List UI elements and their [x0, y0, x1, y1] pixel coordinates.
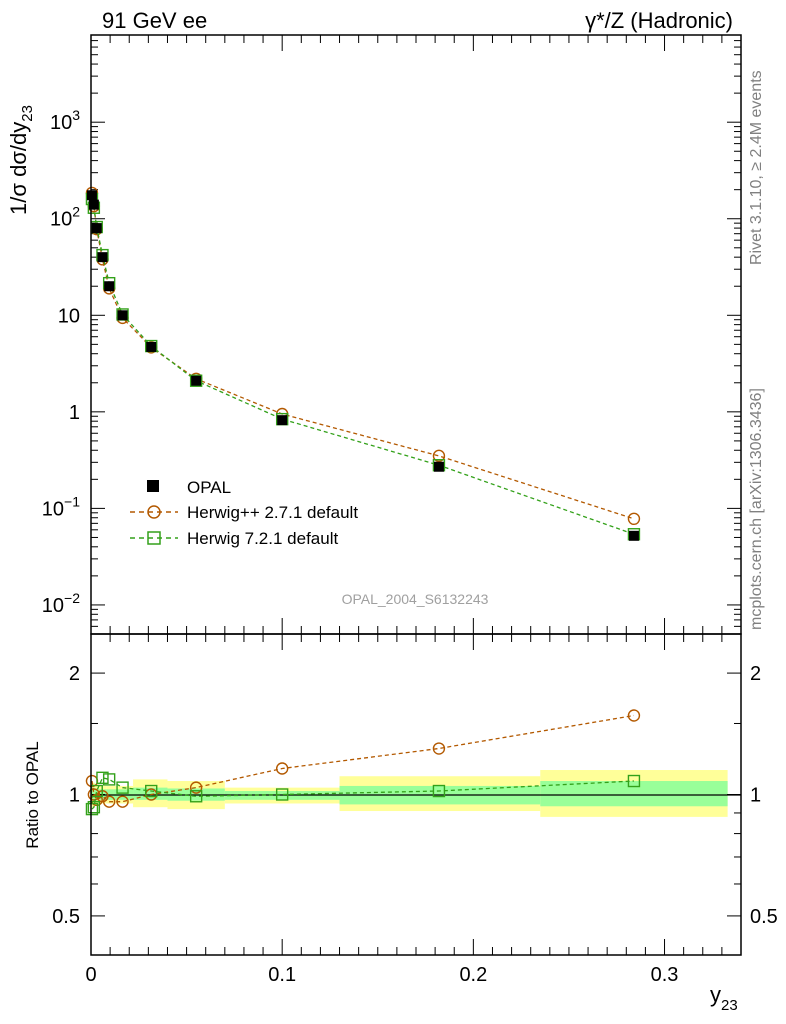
main-herwigpp-point — [432, 449, 446, 463]
ratio-band-stat — [133, 787, 168, 800]
main-y-tick-base: 1 — [69, 402, 80, 424]
main-herwig7-line — [91, 198, 635, 535]
main-y-tick-label: 1 — [69, 402, 80, 424]
x-tick-label: 0 — [85, 964, 96, 986]
main-y-tick-exponent: 3 — [72, 107, 80, 123]
ratio-herwig7-point — [275, 788, 289, 801]
ratio-herwig7-point — [145, 784, 158, 798]
main-y-tick-exponent: 2 — [72, 204, 80, 220]
x-ticks: 0 0.1 0.2 0.3 — [85, 35, 742, 986]
main-y-tick-exponent: −1 — [64, 493, 80, 509]
main-y-tick-label: 103 — [50, 107, 80, 134]
main-y-tick-base: 10 — [50, 112, 72, 134]
main-series — [85, 186, 641, 541]
ratio-herwig7-point — [96, 771, 109, 785]
ratio-herwig7-point — [85, 802, 99, 816]
rivet-label: Rivet 3.1.10, ≥ 2.4M events — [748, 70, 765, 265]
analysis-label: OPAL_2004_S6132243 — [342, 591, 489, 607]
x-axis-label-subscript: 23 — [721, 997, 738, 1014]
ratio-herwig7-point — [189, 790, 203, 803]
main-opal-point — [104, 281, 115, 292]
ratio-y-ticks: 0.5 0.5 1 1 2 2 — [52, 633, 778, 956]
legend-herwigpp-label: Herwig++ 2.7.1 default — [187, 503, 358, 522]
ratio-herwig7-point — [627, 774, 641, 788]
ratio-band-stat — [540, 781, 728, 807]
ratio-y-tick-label-right: 1 — [750, 785, 761, 807]
main-opal-point — [117, 310, 128, 321]
ratio-herwigpp-point — [189, 781, 203, 794]
legend-herwig7-label: Herwig 7.2.1 default — [187, 529, 338, 548]
main-opal-point — [277, 415, 288, 426]
ratio-herwig7-point — [87, 801, 101, 814]
main-y-tick-label: 102 — [50, 204, 80, 231]
ratio-y-tick-label: 1 — [69, 785, 80, 807]
ratio-y-tick-label: 2 — [69, 663, 80, 685]
beam-title: 91 GeV ee — [102, 8, 207, 33]
ratio-herwigpp-point — [102, 795, 116, 808]
legend-opal-marker — [147, 480, 159, 492]
x-tick-label: 0.3 — [651, 964, 679, 986]
main-y-tick-label: 10−2 — [42, 590, 80, 617]
main-y-tick-base: 10 — [42, 595, 64, 617]
main-opal-point — [191, 375, 202, 386]
main-opal-point — [628, 530, 639, 541]
main-opal-point — [433, 461, 444, 472]
ratio-series — [85, 709, 641, 816]
legend-herwigpp-marker — [147, 505, 161, 519]
ratio-herwig7-point — [116, 781, 129, 794]
main-opal-point — [146, 341, 157, 352]
ratio-herwigpp-point — [432, 742, 446, 755]
ratio-y-tick-label-right: 0.5 — [750, 906, 778, 928]
main-opal-point — [86, 190, 97, 201]
ratio-herwig7-point — [102, 773, 116, 786]
mcplots-label: mcplots.cern.ch [arXiv:1306.3436] — [748, 388, 765, 630]
main-y-tick-label: 10 — [58, 305, 80, 327]
ratio-herwigpp-point — [275, 762, 289, 775]
x-tick-label: 0.2 — [459, 964, 487, 986]
ratio-y-tick-label-right: 2 — [750, 663, 761, 685]
legend-herwig7-marker — [147, 531, 161, 545]
main-opal-point — [88, 199, 99, 210]
x-axis-label: y23 — [710, 982, 738, 1014]
ratio-herwig7-line — [91, 777, 634, 810]
main-y-axis-label-text: 1/σ dσ/dy — [6, 122, 31, 215]
main-y-tick-label: 10−1 — [42, 493, 80, 520]
ratio-herwig7-point — [432, 784, 446, 798]
ratio-y-tick-label: 0.5 — [52, 906, 80, 928]
main-herwigpp-line — [91, 192, 635, 520]
ratio-herwigpp-point — [116, 795, 129, 808]
main-y-tick-exponent: −2 — [64, 590, 80, 606]
ratio-uncertainty-bands — [91, 770, 728, 817]
ratio-y-axis-label: Ratio to OPAL — [23, 741, 42, 848]
ratio-herwigpp-point — [627, 709, 641, 722]
main-y-axis-label: 1/σ dσ/dy23 — [6, 105, 36, 215]
x-tick-label: 0.1 — [268, 964, 296, 986]
x-axis-label-text: y — [710, 982, 721, 1007]
main-y-tick-base: 10 — [50, 209, 72, 231]
main-y-tick-base: 10 — [42, 498, 64, 520]
legend: OPAL Herwig++ 2.7.1 default Herwig 7.2.1… — [130, 478, 358, 548]
process-title: γ*/Z (Hadronic) — [585, 8, 733, 33]
main-herwigpp-point — [627, 512, 641, 526]
legend-opal-label: OPAL — [187, 478, 231, 497]
main-herwig7-point — [189, 374, 203, 387]
main-opal-point — [97, 252, 108, 263]
main-y-axis-label-subscript: 23 — [19, 105, 36, 122]
main-y-tick-base: 10 — [58, 305, 80, 327]
ratio-herwigpp-line — [91, 714, 635, 803]
main-opal-point — [91, 223, 102, 234]
